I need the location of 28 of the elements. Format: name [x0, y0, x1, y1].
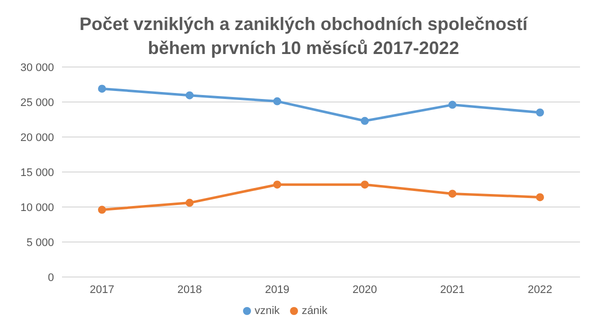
x-tick-label: 2018 [177, 284, 202, 296]
point [98, 84, 106, 93]
x-tick-label: 2019 [264, 284, 290, 296]
point [186, 198, 194, 207]
y-tick-label: 0 [48, 272, 54, 284]
point [536, 193, 544, 202]
point [360, 116, 369, 125]
point [448, 190, 456, 198]
x-tick-label: 2020 [352, 284, 378, 296]
point [448, 100, 456, 109]
y-tick-label: 10 000 [20, 202, 54, 214]
point [360, 180, 369, 189]
y-tick-label: 30 000 [20, 62, 54, 74]
point [98, 206, 106, 214]
y-tick-label: 20 000 [20, 132, 54, 144]
x-tick-label: 2017 [90, 284, 114, 296]
point [186, 91, 194, 100]
point [273, 97, 282, 106]
legend-label: zánik [302, 305, 328, 317]
x-tick-label: 2021 [440, 284, 465, 296]
x-tick-label: 2022 [528, 284, 552, 296]
y-tick-label: 15 000 [20, 166, 54, 179]
point [536, 108, 544, 116]
legend-label: vznik [254, 305, 280, 317]
chart-title: Počet vzniklých a zaniklých obchodních společností během prvních 10 měsíců 2017-2022 [78, 13, 529, 60]
point [273, 180, 282, 189]
y-tick-label: 5 000 [26, 236, 54, 249]
y-tick-label: 25 000 [20, 96, 54, 109]
